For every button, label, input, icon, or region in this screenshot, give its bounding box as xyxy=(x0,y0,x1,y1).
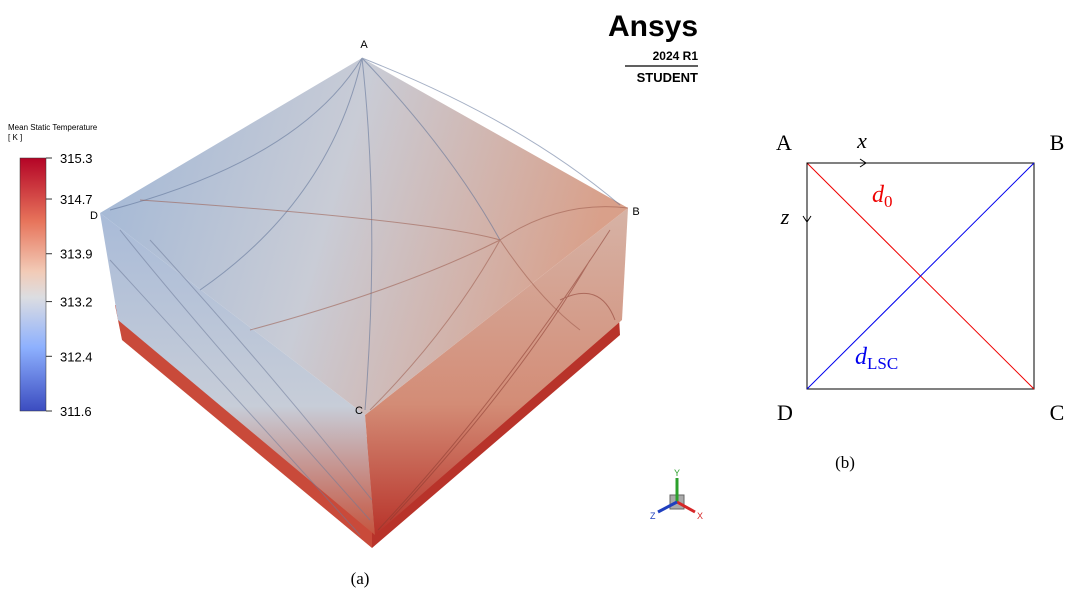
tick-label: 312.4 xyxy=(60,349,93,364)
corner-label: C xyxy=(355,405,363,417)
dlsc-label: dLSC xyxy=(855,344,898,373)
axis-triad: X Y Z xyxy=(650,468,703,521)
logo-edition: STUDENT xyxy=(637,70,698,85)
legend-unit: [ K ] xyxy=(8,133,22,142)
triad-label: Y xyxy=(674,468,680,478)
legend-title: Mean Static Temperature xyxy=(8,123,98,132)
triad-label: Z xyxy=(650,511,656,521)
corner-label: C xyxy=(1050,400,1065,425)
logo-version: 2024 R1 xyxy=(653,49,699,63)
corner-label: A xyxy=(776,130,792,155)
z-arrow xyxy=(803,163,811,222)
figure: A B C D Ansys 2024 R1 STUDENT Mean Stati… xyxy=(0,0,1074,595)
corner-label: B xyxy=(1050,130,1065,155)
subscript: 0 xyxy=(884,192,893,211)
corner-label: A xyxy=(360,39,368,51)
tick-label: 315.3 xyxy=(60,151,93,166)
corner-label: B xyxy=(632,206,639,218)
streamline-render: A B C D xyxy=(90,39,640,548)
diagram: A B C D x z d0 dLSC (b) xyxy=(776,128,1064,472)
axis-label: x xyxy=(856,128,867,153)
x-arrow xyxy=(807,159,866,167)
tick-label: 311.6 xyxy=(60,404,92,419)
caption: (b) xyxy=(835,453,855,472)
corner-label: D xyxy=(90,210,98,222)
logo-brand: Ansys xyxy=(608,10,698,43)
corner-label: D xyxy=(777,400,793,425)
colorbar: Mean Static Temperature [ K ] 315.3 314.7… xyxy=(8,123,98,419)
tick-label: 313.9 xyxy=(60,247,93,262)
subscript: LSC xyxy=(867,354,898,373)
logo: Ansys 2024 R1 STUDENT xyxy=(608,10,698,85)
tick-label: 313.2 xyxy=(60,295,93,310)
colorbar-gradient xyxy=(20,158,46,411)
caption: (a) xyxy=(351,569,370,588)
tick-label: 314.7 xyxy=(60,192,93,207)
d0-label: d0 xyxy=(872,182,893,211)
axis-label: z xyxy=(780,204,790,229)
triad-label: X xyxy=(697,511,703,521)
